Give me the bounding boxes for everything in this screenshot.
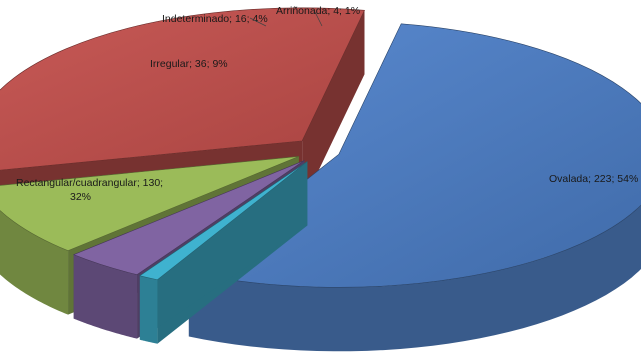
leader-line-arrinonada xyxy=(314,11,323,27)
pie-slice-side-ovalada xyxy=(188,205,641,352)
pie-slice-side-irregular xyxy=(0,210,69,315)
pie-slice-arrinonada xyxy=(139,161,308,344)
pie-slice-wall-rectangular xyxy=(302,10,365,205)
slice-label-indeterminado: Indeterminado; 16; 4% xyxy=(162,13,268,25)
slice-label-rectangular-line1: Rectangular/cuadrangular; 130; xyxy=(16,177,163,189)
pie-slice-top-rectangular xyxy=(0,7,365,171)
pie-slice-side-arrinonada xyxy=(139,275,158,344)
slice-label-arrinonada: Arriñonada; 4; 1% xyxy=(276,5,360,17)
slice-label-irregular: Irregular; 36; 9% xyxy=(150,58,228,70)
pie-slice-top-indeterminado xyxy=(72,160,305,275)
slice-label-rectangular-line2: 32% xyxy=(70,191,91,203)
pie-slice-side-indeterminado xyxy=(73,254,138,339)
slice-label-ovalada: Ovalada; 223; 54% xyxy=(549,173,638,185)
leader-line-indeterminado xyxy=(249,17,267,27)
pie-slice-top-irregular xyxy=(0,156,299,252)
pie-slice-top-arrinonada xyxy=(139,161,308,281)
pie-slice-wall-arrinonada xyxy=(139,161,308,340)
